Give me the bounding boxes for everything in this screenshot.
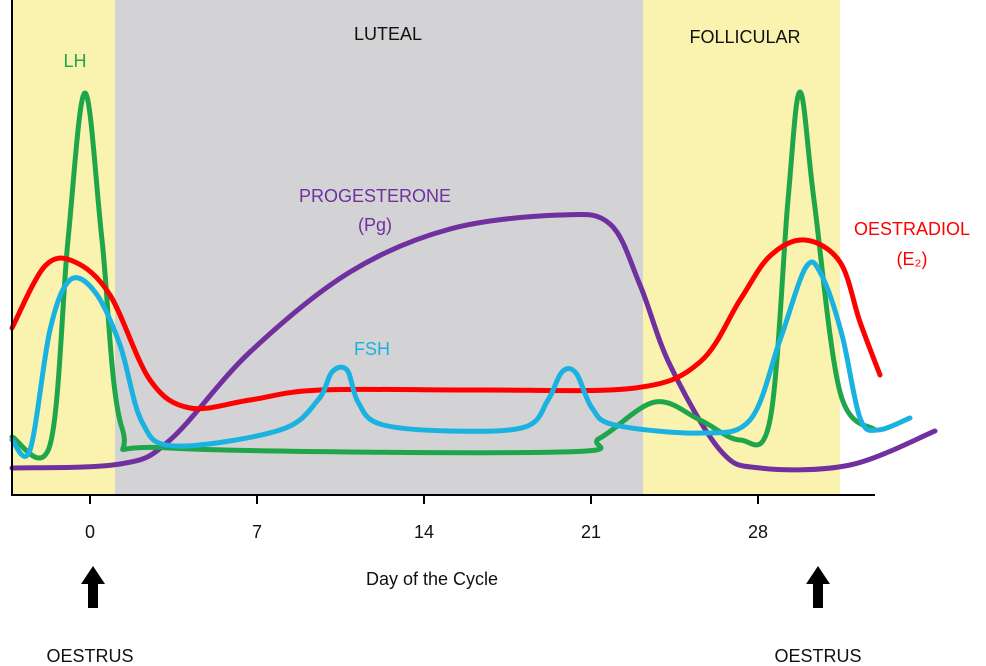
fsh-curve xyxy=(9,259,913,459)
axis-label: Day of the Cycle xyxy=(366,569,498,589)
oestradiol-label: OESTRADIOL xyxy=(854,219,970,239)
marker-label: OESTRUS xyxy=(774,646,861,666)
tick-label: 21 xyxy=(581,522,601,542)
arrow xyxy=(806,566,830,608)
progesterone-abbr: (Pg) xyxy=(358,215,392,235)
follicular-region xyxy=(643,0,840,495)
lh-curve xyxy=(9,89,878,461)
follicular-region xyxy=(12,0,115,495)
marker-label: OESTRUS xyxy=(46,646,133,666)
oestradiol-curve xyxy=(9,237,883,412)
oestradiol-abbr: (E₂) xyxy=(897,249,928,269)
fsh-label: FSH xyxy=(354,339,390,359)
tick-label: 7 xyxy=(252,522,262,542)
luteal-region xyxy=(115,0,643,495)
tick-label: 14 xyxy=(414,522,434,542)
region-label: FOLLICULAR xyxy=(689,27,800,47)
progesterone-label: PROGESTERONE xyxy=(299,186,451,206)
curves xyxy=(9,89,938,473)
arrow xyxy=(81,566,105,608)
lh-label: LH xyxy=(63,51,86,71)
region-label: LUTEAL xyxy=(354,24,422,44)
tick-label: 0 xyxy=(85,522,95,542)
tick-label: 28 xyxy=(748,522,768,542)
ticks: 0 7 14 21 28 xyxy=(85,495,768,542)
progesterone-curve xyxy=(9,211,938,473)
